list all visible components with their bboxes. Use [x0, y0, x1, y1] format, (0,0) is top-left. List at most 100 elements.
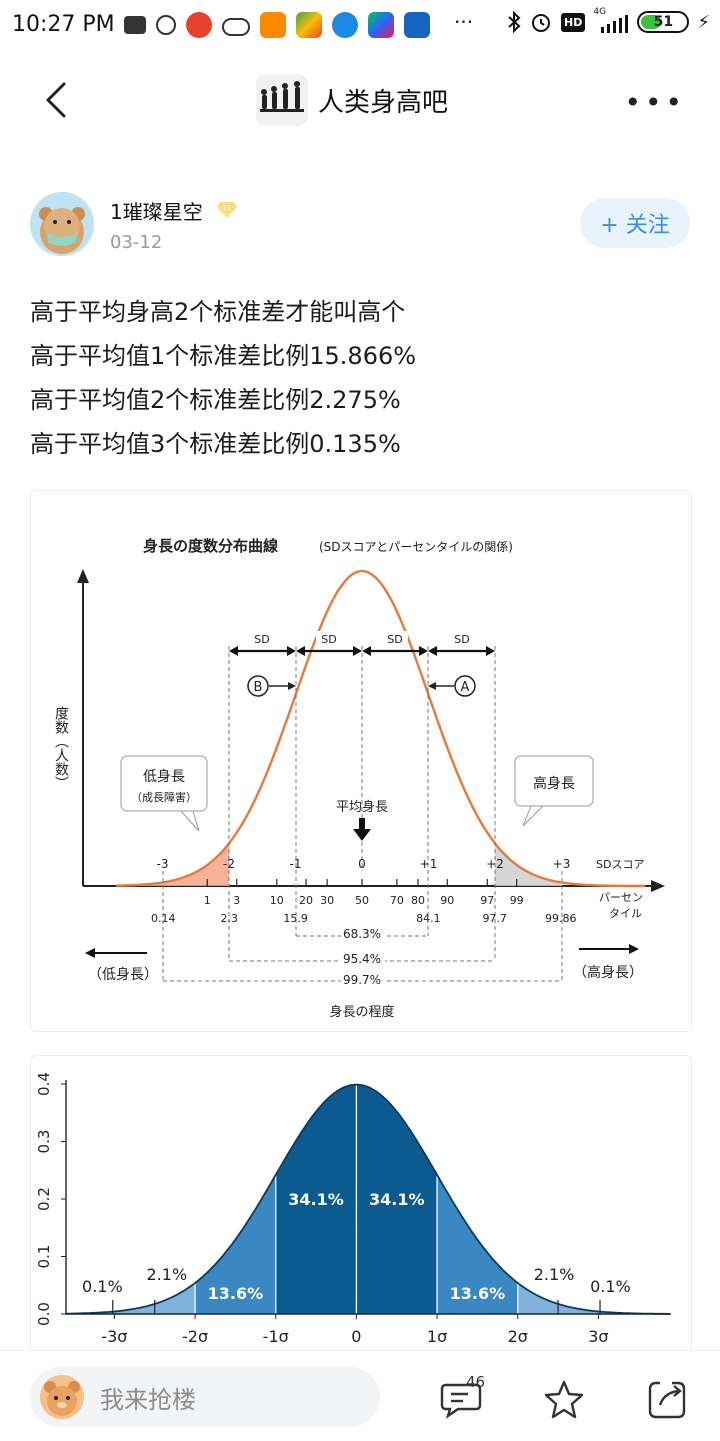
more-options-icon[interactable]: •••	[624, 86, 686, 119]
band-label: 0.1%	[590, 1277, 631, 1296]
bottom-bar: 我来抢楼 46	[0, 1350, 720, 1441]
post-line: 高于平均身高2个标准差才能叫高个	[30, 298, 406, 326]
range-68: 68.3%	[343, 927, 381, 941]
post-image-normal-chart[interactable]: 0.0 0.1 0.2 0.3 0.4 -3σ -2σ -1σ 0 1σ 2σ 3σ 0.1% 2.1% 1…	[30, 1055, 692, 1357]
forum-name: 人类身高吧	[318, 87, 449, 118]
taobao-icon	[260, 12, 286, 38]
band-label: 0.1%	[82, 1277, 123, 1296]
location-icon	[156, 15, 176, 35]
mean-label: 平均身長	[336, 799, 388, 815]
post-author-row: 1璀璨星空 11 03-12 + 关注	[30, 190, 690, 260]
sd-score-label: -2	[223, 857, 235, 871]
band-label: 2.1%	[147, 1265, 188, 1284]
percentile-label: 90	[440, 894, 454, 907]
left-arrow-icon	[85, 948, 95, 958]
reply-input[interactable]: 我来抢楼	[30, 1367, 380, 1427]
sticker-app-icon	[404, 12, 430, 38]
battery-level: 51	[653, 14, 674, 30]
mean-arrow	[353, 829, 371, 841]
percentile-label: 97.7	[482, 912, 507, 925]
sd-axis-label: SDスコア	[596, 858, 644, 871]
message-icon	[124, 16, 146, 34]
weibo-icon	[186, 12, 212, 38]
alarm-icon	[532, 14, 551, 32]
bluetooth-icon	[508, 11, 521, 33]
level-badge-icon: 11	[217, 202, 237, 218]
band-label: 13.6%	[208, 1284, 264, 1303]
low-stature-tail	[115, 843, 229, 886]
low-stature-callout	[120, 755, 208, 812]
percentile-label: 99	[510, 894, 524, 907]
percentile-label: 84.1	[416, 912, 441, 925]
follow-label: + 关注	[600, 213, 670, 238]
nav-bar: 人类身高吧 •••	[0, 60, 720, 140]
percentile-label: 1	[204, 894, 211, 907]
share-icon[interactable]	[646, 1379, 690, 1419]
band-label: 2.1%	[534, 1265, 575, 1284]
percentile-axis-label: タイル	[609, 907, 642, 920]
percentile-label: 15.9	[283, 912, 308, 925]
percentile-label: 2.3	[221, 912, 239, 925]
forum-logo	[256, 74, 308, 126]
marker-a	[454, 675, 476, 697]
y-tick-label: 0.0	[35, 1302, 53, 1326]
signal-icon: 4G	[593, 7, 629, 33]
comment-count: 46	[466, 1373, 486, 1391]
density-curve	[66, 1083, 670, 1315]
percentile-label: 30	[320, 894, 334, 907]
sd-label: SD	[321, 633, 336, 646]
play-store-icon	[368, 12, 394, 38]
sd-label: SD	[454, 633, 469, 646]
comment-icon[interactable]	[440, 1379, 484, 1419]
more-notifications-icon: ···	[454, 10, 474, 34]
percentile-label: 20	[299, 894, 313, 907]
normal-curve	[115, 569, 646, 888]
hd-icon: HD	[561, 12, 586, 32]
status-bar: 10:27 PM ··· HD 4G 51 ⚡	[0, 0, 720, 56]
star-icon[interactable]	[542, 1379, 586, 1419]
post-line: 高于平均值1个标准差比例15.866%	[30, 342, 417, 370]
back-button[interactable]	[36, 78, 80, 122]
percentile-label: 70	[390, 894, 404, 907]
percentile-label: 50	[355, 894, 369, 907]
my-avatar	[40, 1375, 84, 1419]
percentile-label: 99.86	[545, 912, 577, 925]
figure-subtitle: (SDスコアとパーセンタイルの関係)	[319, 540, 513, 554]
x-tick-label: 0	[351, 1327, 361, 1346]
forum-header[interactable]: 人类身高吧	[256, 74, 448, 126]
figure-xlabel: 身長の程度	[329, 1004, 394, 1020]
post-date: 03-12	[110, 232, 163, 253]
right-arrow-icon	[629, 944, 639, 954]
sd-score-label: -3	[157, 857, 169, 871]
x-tick-label: -2σ	[182, 1327, 208, 1346]
low-stature-label: 低身長	[143, 769, 185, 785]
cloud-icon	[222, 18, 250, 36]
band-label: 13.6%	[450, 1284, 506, 1303]
percentile-label: 97	[480, 894, 494, 907]
notification-icons: ···	[124, 12, 473, 38]
percentile-label: 80	[411, 894, 425, 907]
figure-title: 身長の度数分布曲線	[143, 537, 278, 555]
marker-b-label: B	[254, 680, 263, 695]
sd-score-label: -1	[290, 857, 302, 871]
y-tick-label: 0.3	[35, 1130, 53, 1154]
x-tick-label: 3σ	[588, 1327, 608, 1346]
normal-distribution-chart: 0.0 0.1 0.2 0.3 0.4 -3σ -2σ -1σ 0 1σ 2σ 3σ 0.1% 2.1% 1…	[35, 1072, 671, 1346]
status-time: 10:27 PM	[12, 12, 115, 37]
author-avatar[interactable]	[30, 192, 94, 256]
x-axis-arrow	[651, 880, 665, 892]
network-type: 4G	[593, 7, 607, 17]
follow-button[interactable]: + 关注	[580, 198, 690, 248]
maps-icon	[296, 12, 322, 38]
y-axis-arrow	[77, 569, 89, 583]
sd-score-label: +1	[420, 857, 438, 871]
percentile-label: 3	[233, 894, 240, 907]
percentile-label: 10	[270, 894, 284, 907]
post-image-height-distribution[interactable]: 身長の度数分布曲線 (SDスコアとパーセンタイルの関係) 度数（人数）	[30, 490, 692, 1032]
k-app-icon	[332, 12, 358, 38]
author-name[interactable]: 1璀璨星空	[110, 200, 203, 224]
range-95: 95.4%	[343, 952, 381, 966]
high-stature-label: 高身長	[533, 775, 575, 792]
probability-band	[517, 1283, 671, 1314]
status-right: HD 4G 51 ⚡	[507, 7, 710, 34]
